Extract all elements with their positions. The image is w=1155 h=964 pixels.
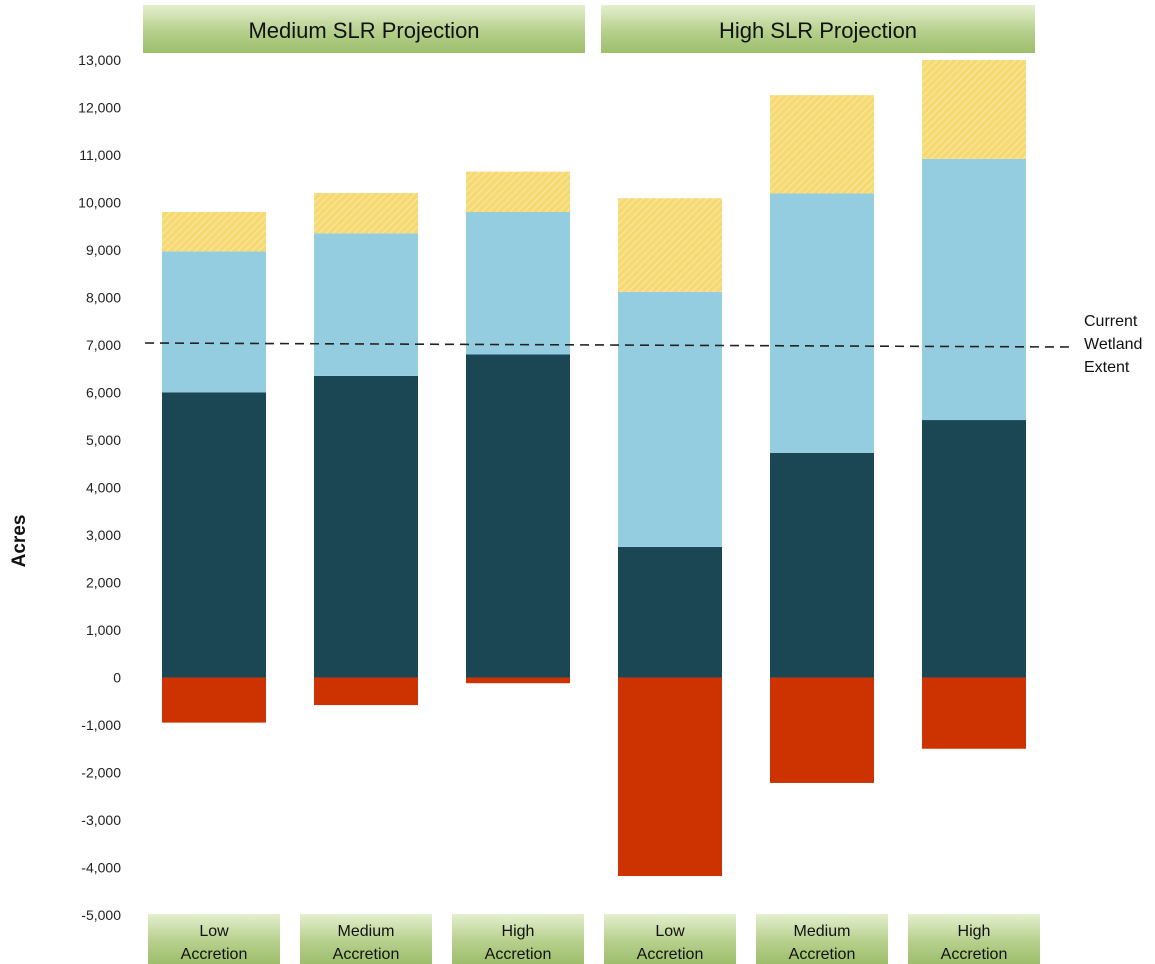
y-tick-label: -5,000 [81, 907, 121, 923]
category-label: Accretion [181, 946, 248, 963]
bar-segment-4 [162, 677, 266, 723]
y-tick-label: 11,000 [79, 147, 121, 163]
group-header-label: Medium SLR Projection [248, 18, 479, 43]
bar-segment-1 [466, 354, 570, 678]
y-tick-label: 1,000 [86, 622, 121, 638]
y-tick-label: 9,000 [86, 242, 121, 258]
y-tick-label: -2,000 [81, 765, 121, 781]
category-label: Medium [338, 923, 395, 940]
bar-segment-4 [618, 677, 722, 877]
category-label: Accretion [789, 946, 856, 963]
bar-segment-2 [466, 212, 570, 355]
category-label: Accretion [333, 946, 400, 963]
category-label: Accretion [941, 946, 1008, 963]
y-tick-label: 7,000 [86, 337, 121, 353]
category-label: Medium [794, 923, 851, 940]
category-label: High [958, 923, 991, 940]
category-label: Accretion [485, 946, 552, 963]
bar-segment-2 [162, 251, 266, 393]
y-axis-title: Acres [9, 515, 30, 568]
category-label-box [452, 914, 584, 964]
bar-segment-3 [162, 212, 266, 252]
category-label: Accretion [637, 946, 704, 963]
reference-line [144, 342, 1071, 348]
bar-segment-2 [314, 233, 418, 376]
bar-segment-3 [314, 193, 418, 234]
category-label-box [604, 914, 736, 964]
bar-segment-2 [618, 291, 722, 547]
bar-segment-4 [466, 677, 570, 684]
group-header-bar [601, 5, 1035, 53]
category-label: Low [199, 923, 229, 940]
y-tick-label: 8,000 [86, 290, 121, 306]
y-tick-label: 5,000 [86, 432, 121, 448]
bar-segment-1 [922, 420, 1026, 678]
y-tick-label: -1,000 [81, 717, 121, 733]
bar-segment-3 [770, 95, 874, 194]
bar-segment-1 [770, 452, 874, 678]
y-tick-label: -3,000 [81, 812, 121, 828]
bar-segment-1 [162, 392, 266, 678]
y-tick-label: 2,000 [86, 575, 121, 591]
category-label-box [756, 914, 888, 964]
y-tick-label: 6,000 [86, 385, 121, 401]
reference-line-label: Current [1084, 313, 1138, 330]
bar-segment-2 [770, 193, 874, 453]
y-tick-label: 0 [113, 670, 121, 686]
bar-segment-3 [922, 60, 1026, 159]
group-header-bar [143, 5, 585, 53]
category-label-box [300, 914, 432, 964]
reference-line-label: Extent [1084, 359, 1130, 376]
bar-segment-2 [922, 158, 1026, 421]
category-label: Low [655, 923, 685, 940]
bar-segment-3 [466, 171, 570, 212]
bar-segment-1 [314, 375, 418, 678]
reference-line-label: Wetland [1084, 336, 1142, 353]
bar-segment-1 [618, 546, 722, 678]
category-label-box [908, 914, 1040, 964]
category-label-box [148, 914, 280, 964]
y-tick-label: -4,000 [81, 860, 121, 876]
bar-segment-4 [314, 677, 418, 706]
bar-segment-3 [618, 198, 722, 292]
y-tick-label: 3,000 [86, 527, 121, 543]
y-tick-label: 12,000 [78, 100, 121, 116]
group-header-label: High SLR Projection [719, 18, 917, 43]
y-tick-label: 13,000 [78, 52, 121, 68]
y-tick-label: 4,000 [86, 480, 121, 496]
category-label: High [502, 923, 535, 940]
bar-segment-4 [922, 677, 1026, 749]
y-tick-label: 10,000 [78, 195, 121, 211]
bar-segment-4 [770, 677, 874, 783]
